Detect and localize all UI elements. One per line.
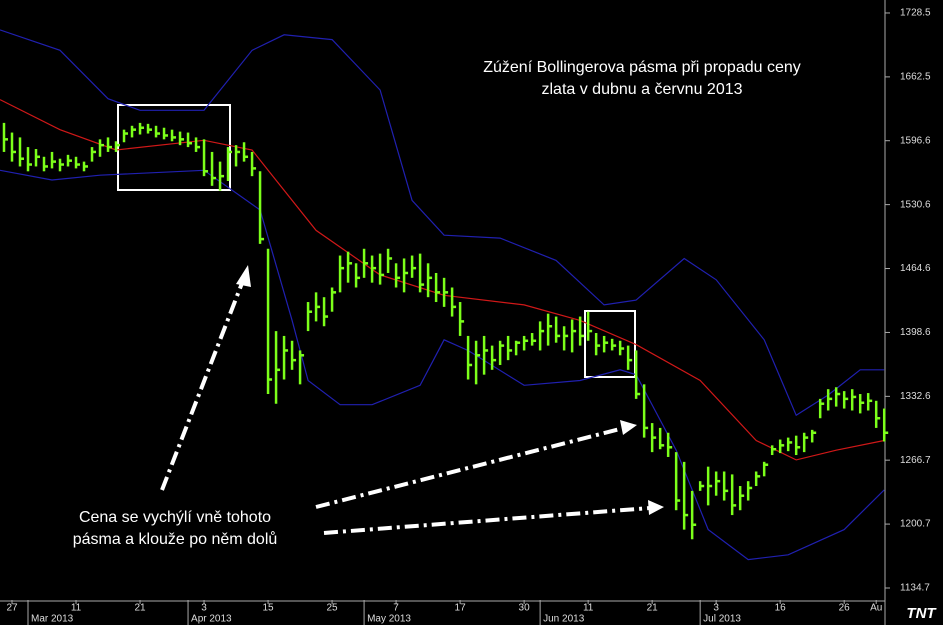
y-tick-label: 1596.6 bbox=[900, 135, 931, 146]
month-label: Jul 2013 bbox=[703, 614, 741, 625]
annotation-line: pásma a klouže po něm dolů bbox=[73, 530, 278, 548]
month-label: Jun 2013 bbox=[543, 614, 585, 625]
month-label: May 2013 bbox=[367, 614, 411, 625]
x-tick-label: 3 bbox=[201, 603, 207, 614]
y-tick-label: 1662.5 bbox=[900, 72, 931, 83]
y-tick-label: 1398.6 bbox=[900, 327, 931, 338]
annotation-line: Cena se vychýlí vně tohoto bbox=[79, 509, 271, 526]
x-tick-label: 26 bbox=[839, 603, 851, 614]
x-tick-label: 27 bbox=[6, 603, 18, 614]
x-tick-label: 15 bbox=[262, 603, 274, 614]
month-label: Mar 2013 bbox=[31, 614, 74, 625]
band-line bbox=[0, 169, 885, 561]
month-label: Apr 2013 bbox=[191, 614, 232, 625]
x-tick-label: 16 bbox=[775, 603, 787, 614]
x-tick-label: 30 bbox=[519, 603, 531, 614]
x-tick-label: 3 bbox=[713, 603, 719, 614]
logo: TNT bbox=[906, 605, 937, 622]
x-tick-label: 7 bbox=[393, 603, 399, 614]
x-tick-label: 21 bbox=[647, 603, 659, 614]
arrow-heads bbox=[236, 265, 664, 515]
band-line bbox=[0, 29, 885, 417]
x-tick-label: 25 bbox=[327, 603, 339, 614]
y-tick-label: 1464.6 bbox=[900, 263, 931, 274]
y-tick-label: 1266.7 bbox=[900, 455, 931, 466]
y-tick-label: 1200.7 bbox=[900, 519, 931, 530]
x-tick-label: 11 bbox=[583, 603, 594, 614]
x-tick-label: 21 bbox=[134, 603, 146, 614]
x-tick-label: 17 bbox=[455, 603, 467, 614]
y-tick-label: 1332.6 bbox=[900, 391, 931, 402]
x-tick-label: Au bbox=[870, 603, 882, 614]
arrows bbox=[160, 277, 651, 535]
highlight-box bbox=[117, 104, 231, 191]
y-tick-label: 1728.5 bbox=[900, 8, 931, 19]
title-line: zlata v dubnu a červnu 2013 bbox=[541, 81, 742, 98]
y-tick-label: 1134.7 bbox=[900, 583, 930, 594]
x-tick-label: 11 bbox=[71, 603, 82, 614]
title-line: Zúžení Bollingerova pásma při propadu ce… bbox=[483, 59, 801, 76]
y-tick-label: 1530.6 bbox=[900, 199, 931, 210]
